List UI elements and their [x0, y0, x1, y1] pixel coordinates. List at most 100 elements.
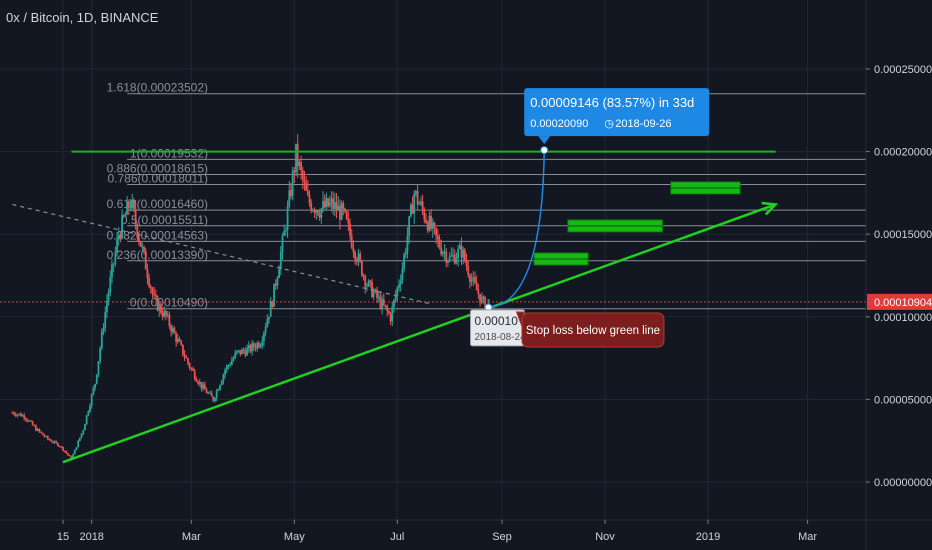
candle-body: [284, 230, 287, 232]
candle-body: [318, 214, 321, 218]
candle-body: [266, 319, 269, 327]
candle-body: [158, 304, 161, 311]
candle-body: [480, 296, 483, 303]
candle-body: [311, 210, 314, 212]
candle-body: [420, 201, 422, 204]
candle-body: [254, 347, 257, 349]
candle-body: [205, 389, 208, 394]
candle-body: [31, 421, 34, 426]
candle-body: [354, 252, 357, 260]
candle-body: [474, 277, 476, 283]
candle-body: [40, 431, 42, 433]
candle-body: [470, 279, 473, 282]
candle-body: [94, 383, 96, 388]
candle-body: [394, 295, 397, 301]
trendline-arrowhead: [761, 201, 779, 216]
candle-body: [367, 280, 370, 286]
target-boxes: [533, 181, 741, 266]
candle-body: [295, 143, 297, 173]
candle-body: [330, 198, 333, 203]
candle-body: [171, 328, 174, 332]
candle-body: [447, 260, 449, 263]
y-tick-label: 0.00020000: [874, 147, 932, 159]
candle-body: [391, 307, 394, 322]
candle-body: [249, 345, 252, 352]
fib-level-label: 0.5(0.00015511): [121, 213, 208, 227]
candle-body: [30, 420, 32, 422]
candle-body: [384, 305, 387, 307]
candle-body: [41, 432, 44, 435]
fib-level-label: 0.382(0.00014563): [107, 228, 208, 242]
candle-body: [463, 249, 466, 261]
candle-body: [472, 277, 475, 280]
candle-body: [215, 390, 218, 399]
candle-body: [457, 249, 460, 259]
candle-body: [165, 310, 167, 316]
candle-body: [339, 205, 341, 220]
candle-body: [283, 231, 286, 236]
projection-callout-date: 2018-09-26: [615, 118, 671, 130]
candle-body: [347, 218, 350, 224]
candle-body: [210, 392, 213, 397]
y-tick-label: 0.00015000: [874, 229, 932, 241]
candle-body: [168, 314, 171, 326]
candle-body: [78, 437, 81, 441]
candle-body: [291, 170, 294, 197]
candle-body: [232, 357, 235, 361]
candle-body: [337, 205, 340, 211]
candle-body: [187, 358, 189, 364]
candle-body: [131, 199, 134, 207]
candle-body: [190, 368, 193, 370]
candle-body: [440, 247, 443, 255]
candle-body: [308, 195, 311, 203]
candle-body: [229, 364, 232, 366]
candle-body: [264, 326, 267, 333]
candle-body: [431, 222, 434, 229]
current-price-tag-label: 0.00010904: [874, 297, 932, 309]
candle-body: [77, 440, 80, 448]
current-price-tag: [867, 293, 932, 310]
candle-body: [46, 436, 49, 440]
candle-body: [401, 268, 404, 281]
candle-body: [28, 420, 31, 422]
candle-body: [271, 301, 274, 307]
candle-body: [398, 284, 400, 288]
candle-body: [372, 292, 375, 298]
candle-body: [425, 219, 427, 223]
candle-body: [414, 190, 417, 194]
candle-body: [106, 300, 108, 313]
candle-body: [188, 363, 191, 369]
candle-body: [24, 418, 27, 420]
candle-body: [357, 253, 360, 262]
candle-body: [286, 206, 289, 231]
candle-body: [293, 170, 296, 173]
candle-body: [352, 247, 355, 253]
candle-body: [310, 202, 313, 211]
candle-body: [161, 312, 164, 317]
candle-body: [350, 235, 353, 248]
candle-body: [67, 453, 69, 456]
candle-body: [35, 426, 37, 431]
candle-body: [48, 439, 51, 441]
candle-body: [75, 447, 78, 450]
candle-body: [386, 306, 389, 312]
candle-body: [300, 161, 302, 171]
candle-body: [313, 210, 316, 213]
candle-body: [197, 381, 199, 384]
candle-body: [139, 241, 142, 247]
candle-body: [268, 316, 270, 320]
candle-body: [364, 275, 367, 287]
candle-body: [413, 193, 416, 214]
fib-level-label: 0(0.00010490): [130, 296, 208, 310]
candle-body: [426, 222, 429, 231]
fib-level-label: 1.618(0.00023502): [107, 81, 208, 95]
candle-body: [315, 210, 318, 213]
candle-body: [84, 424, 86, 431]
x-tick-label: Mar: [182, 531, 201, 543]
candle-body: [116, 239, 118, 253]
candle-body: [458, 245, 461, 250]
candle-body: [327, 198, 329, 207]
candle-body: [50, 440, 53, 442]
candle-body: [178, 338, 181, 342]
